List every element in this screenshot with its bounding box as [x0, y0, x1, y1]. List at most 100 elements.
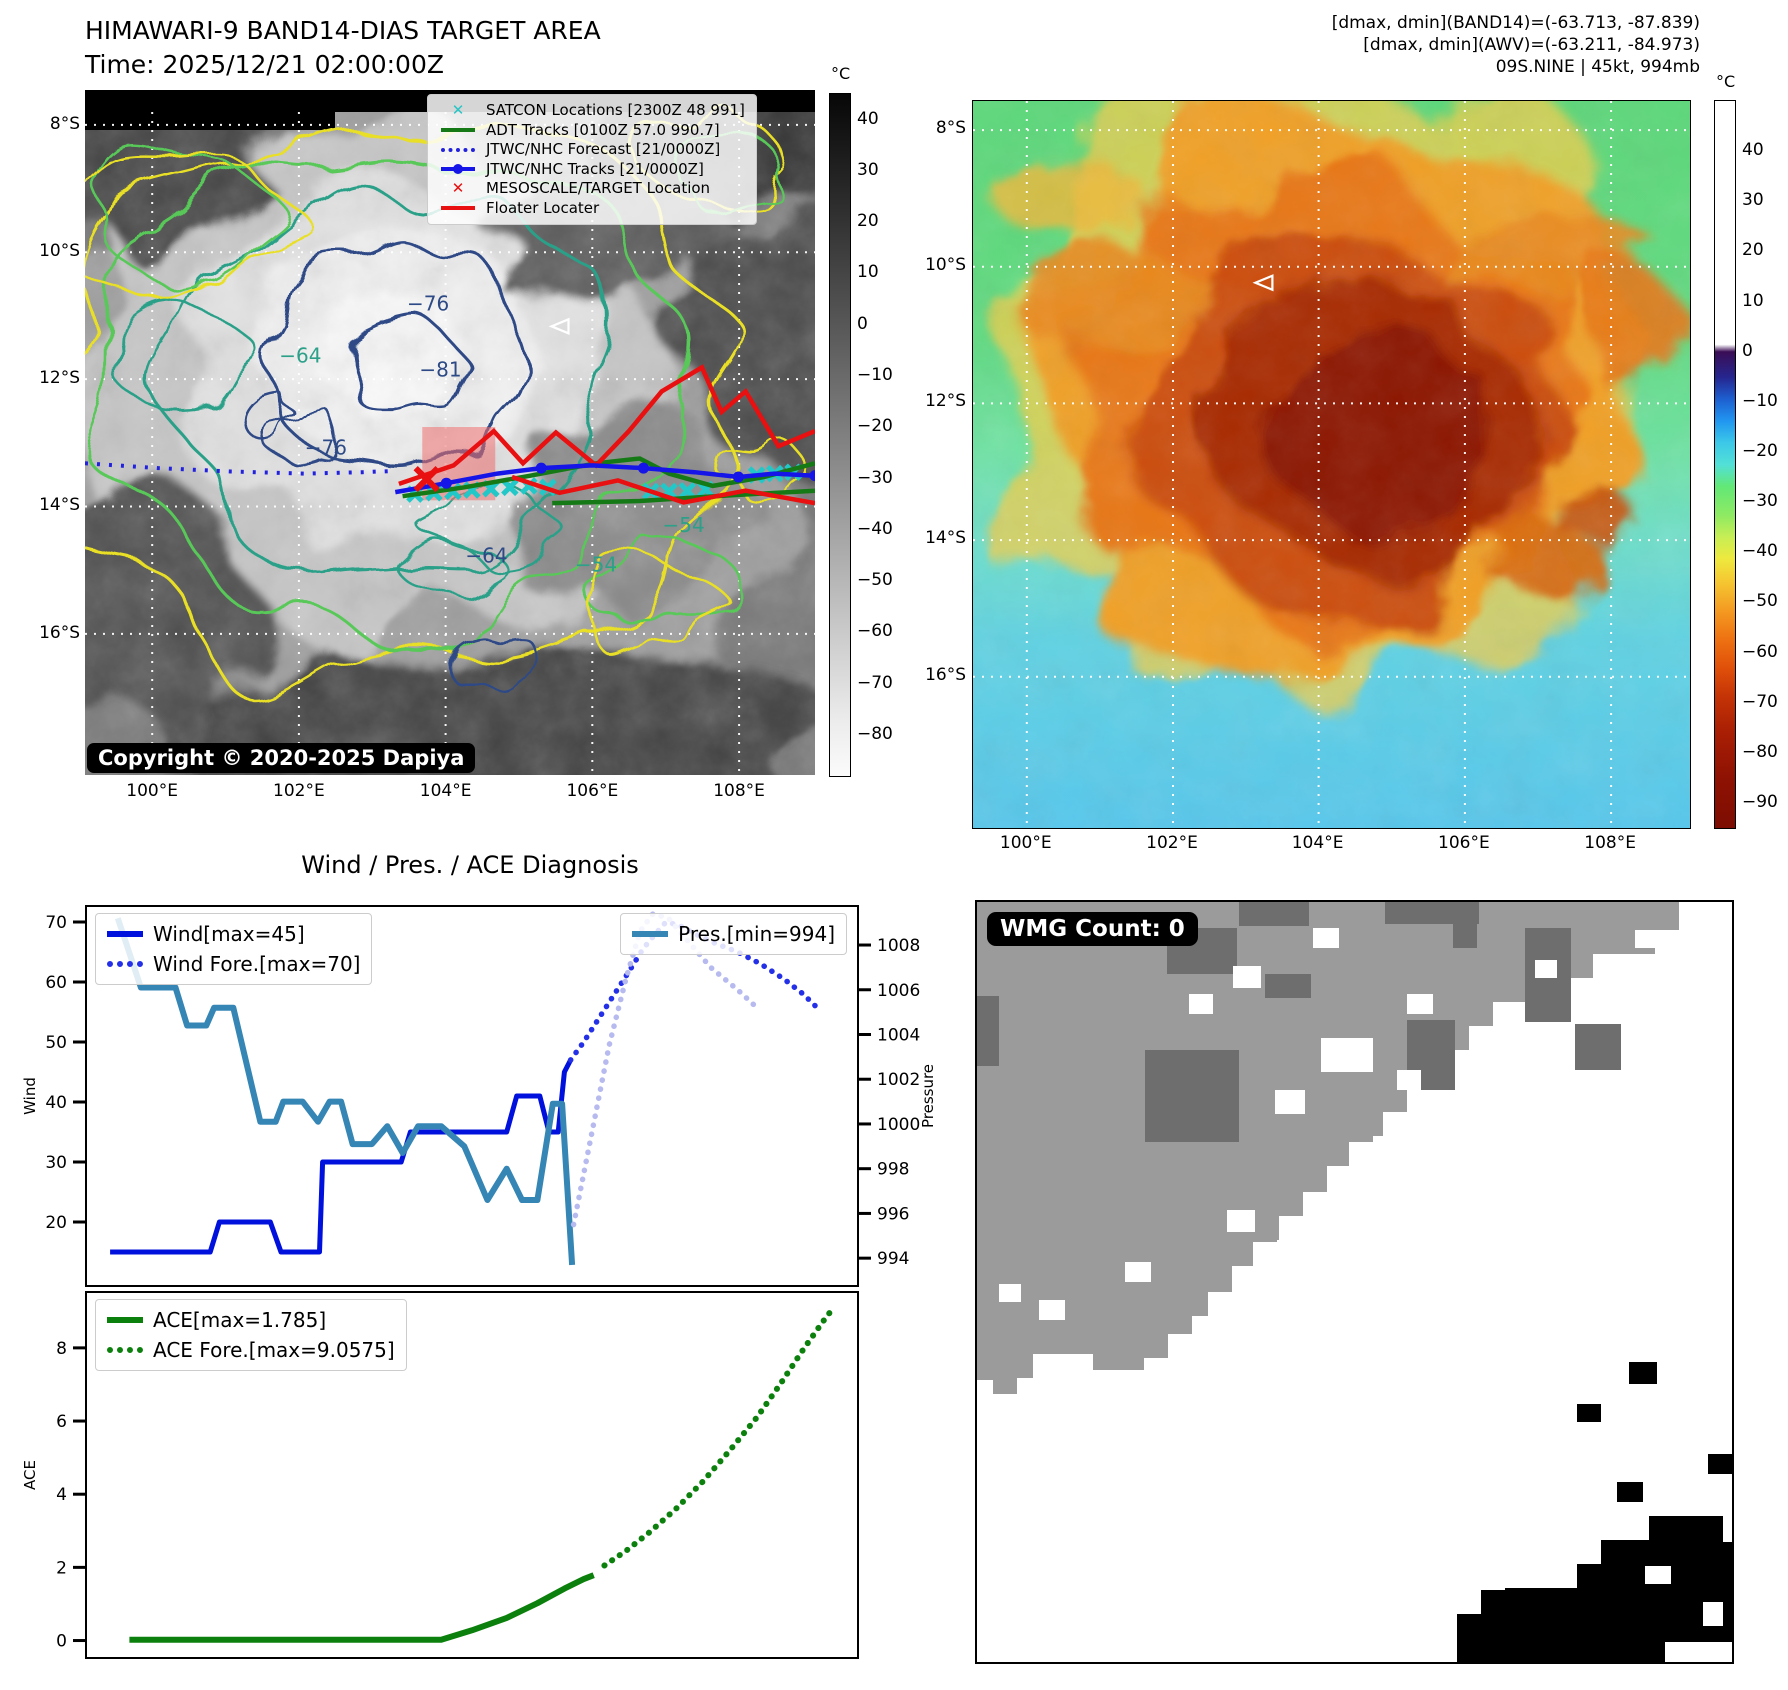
contour-label: −76 [305, 435, 347, 459]
satcon-x-icon [678, 481, 697, 500]
y2-tick-label: 1002 [877, 1070, 920, 1090]
series-ace-max-1-785- [129, 1572, 595, 1643]
series-pres-fore- [570, 910, 760, 1228]
awv-colorbar-tick: −20 [1742, 440, 1778, 461]
series-ace-fore-max-9-0575- [601, 1306, 836, 1569]
y-tick-label: 2 [56, 1558, 67, 1578]
series-pres-min-994- [114, 917, 576, 1266]
legend-label: Wind[max=45] [153, 922, 305, 946]
band14-colorbar-tick: 30 [857, 159, 879, 180]
y-tick-label: 6 [56, 1412, 67, 1432]
wind-flag-icon [548, 317, 570, 335]
awv-colorbar-tick: 10 [1742, 290, 1764, 311]
awv-lat-label: 14°S [925, 528, 966, 549]
band14-colorbar-tick: −70 [857, 672, 893, 693]
legend-label: Pres.[min=994] [678, 922, 835, 946]
y2-tick-label: 1004 [877, 1025, 920, 1045]
band14-lat-label: 8°S [49, 113, 80, 134]
band14-colorbar-tick: −20 [857, 416, 893, 437]
awv-colorbar-tick: −50 [1742, 591, 1778, 612]
legend-item: Floater Locater [439, 199, 745, 219]
y2-axis-label: Pressure [919, 1064, 937, 1128]
line-icon [632, 931, 669, 937]
y-tick-label: 4 [56, 1485, 67, 1505]
awv-colorbar-tick: 40 [1742, 140, 1764, 161]
wmg-dark-patch [977, 996, 999, 1066]
adt-track-line [402, 456, 815, 499]
legend-label: JTWC/NHC Forecast [21/0000Z] [486, 140, 721, 158]
jtwc-track-line [394, 463, 815, 495]
awv-header-stats: [dmax, dmin](BAND14)=(-63.713, -87.839)[… [1000, 12, 1700, 78]
y-tick-label: 40 [45, 1093, 67, 1113]
awv-map-canvas [973, 101, 1690, 828]
dotted-line-icon [107, 1347, 143, 1353]
diagnosis-title: Wind / Pres. / ACE Diagnosis [301, 851, 639, 879]
legend-label: Wind Fore.[max=70] [153, 952, 361, 976]
legend-item: JTWC/NHC Forecast [21/0000Z] [439, 140, 745, 160]
contour-label: −54 [662, 513, 704, 537]
awv-header-line: [dmax, dmin](BAND14)=(-63.713, -87.839) [1331, 13, 1700, 33]
line-marker-icon [439, 128, 477, 133]
legend-label: MESOSCALE/TARGET Location [486, 179, 711, 197]
jtwc-track-point [535, 462, 547, 474]
band14-colorbar-tick: −50 [857, 570, 893, 591]
band14-lon-label: 108°E [713, 781, 765, 801]
x-marker-icon: ✕ [451, 101, 465, 119]
awv-lon-label: 108°E [1584, 833, 1636, 853]
band14-colorbar-tick: −40 [857, 518, 893, 539]
awv-colorbar-tick: −80 [1742, 741, 1778, 762]
awv-header-line: 09S.NINE | 45kt, 994mb [1495, 57, 1700, 77]
wmg-dark-patch [1453, 902, 1477, 948]
line-icon [107, 1317, 143, 1323]
awv-header-line: [dmax, dmin](AWV)=(-63.211, -84.973) [1363, 35, 1700, 55]
band14-time-subtitle: Time: 2025/12/21 02:00:00Z [85, 50, 444, 79]
ace-chart: 0 2 4 6 8 ACE ACE[max=1.785] ACE Fore.[max=9.0… [21, 1291, 859, 1659]
awv-lat-label: 10°S [925, 254, 966, 275]
band14-colorbar-tick: 0 [857, 313, 868, 334]
line-marker-icon [439, 206, 477, 211]
wmg-gray-region [977, 902, 1679, 1394]
legend-label: SATCON Locations [2300Z 48 991] [486, 101, 745, 119]
y-tick-label: 8 [56, 1339, 67, 1359]
contour-label: −54 [575, 553, 617, 577]
wmg-count-badge: WMG Count: 0 [987, 912, 1198, 946]
legend-item: ✕ MESOSCALE/TARGET Location [439, 179, 745, 199]
awv-colorbar-unit: °C [1716, 72, 1736, 91]
awv-lon-label: 104°E [1291, 833, 1344, 853]
awv-colorbar-tick: −90 [1742, 791, 1778, 812]
legend-item: Wind[max=45] [107, 919, 360, 949]
band14-legend: ✕ SATCON Locations [2300Z 48 991] ADT Trac… [427, 94, 757, 225]
y-tick-label: 30 [45, 1153, 67, 1173]
band14-colorbar-tick: −80 [857, 723, 893, 744]
wind-pressure-chart: 20 30 40 50 60 70 994 996 998 1000 1002 1004 1006 100… [21, 905, 937, 1287]
floater-track-line [511, 474, 815, 506]
ace-legend: ACE[max=1.785] ACE Fore.[max=9.0575] [95, 1299, 407, 1371]
y-tick-label: 20 [45, 1213, 67, 1233]
awv-lat-label: 16°S [925, 664, 966, 685]
band14-lat-label: 12°S [39, 368, 80, 389]
band14-colorbar-unit: °C [831, 64, 851, 83]
band14-colorbar-tick: −60 [857, 621, 893, 642]
awv-lon-label: 100°E [999, 833, 1052, 853]
line-marker-icon [439, 147, 477, 152]
ace-plot: 0 2 4 6 8 ACE [21, 1306, 836, 1652]
series-wind-max-45- [110, 1058, 573, 1255]
floater-track-line [398, 364, 815, 487]
awv-colorbar-tick: 0 [1742, 340, 1753, 361]
storm-tracks [85, 364, 815, 506]
legend-label: Floater Locater [486, 198, 600, 217]
legend-label: JTWC/NHC Tracks [21/0000Z] [486, 159, 704, 178]
contour-label: −64 [279, 344, 321, 368]
y2-tick-label: 996 [877, 1204, 909, 1224]
awv-lon-label: 106°E [1438, 833, 1490, 853]
wind-flag-icon [1252, 274, 1274, 292]
awv-colorbar-tick: −10 [1742, 390, 1778, 411]
band14-lat-label: 14°S [39, 495, 80, 516]
y2-tick-label: 1006 [877, 981, 920, 1001]
jtwc-track-point [732, 471, 744, 483]
jtwc-track-point [809, 470, 815, 482]
band14-lon-label: 102°E [273, 781, 325, 801]
legend-item: ACE Fore.[max=9.0575] [107, 1335, 395, 1365]
line-marker-icon [439, 163, 477, 174]
contour-label: −64 [465, 544, 507, 568]
